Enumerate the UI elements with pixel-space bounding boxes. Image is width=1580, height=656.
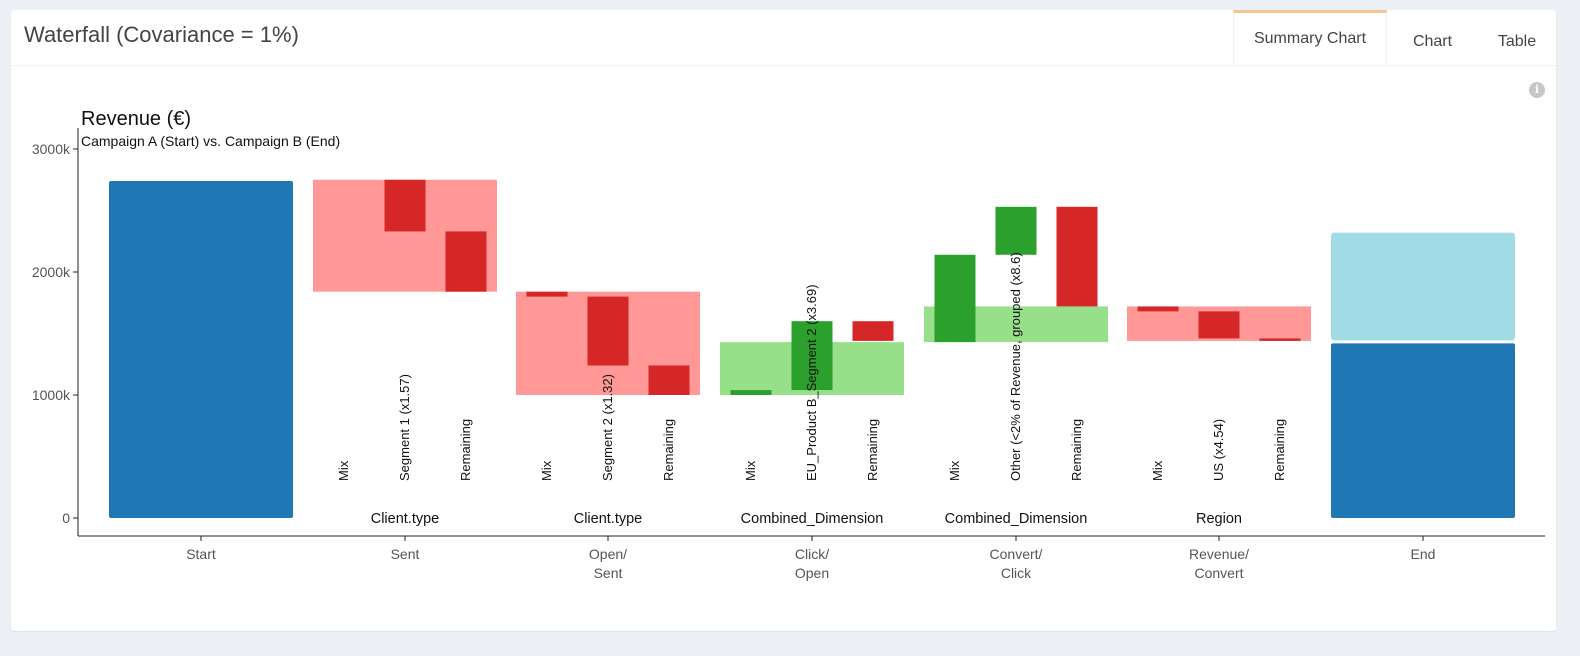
segment-label: EU_Product B_Segment 2 (x3.69) bbox=[804, 284, 819, 481]
y-tick-label: 1000k bbox=[32, 387, 71, 403]
x-tick-label-line: Open/ bbox=[589, 546, 627, 562]
chart-title: Revenue (€) bbox=[81, 108, 191, 130]
segment-label: Segment 2 (x1.32) bbox=[600, 374, 615, 481]
x-tick-label-line: Sent bbox=[594, 565, 623, 581]
x-tick-label: Open/Sent bbox=[589, 546, 627, 581]
panel-title: Waterfall (Covariance = 1%) bbox=[24, 22, 299, 47]
segment-bar bbox=[852, 321, 894, 341]
segment-bar bbox=[445, 231, 487, 292]
end-delta-bar bbox=[1331, 232, 1515, 341]
group-label: Client.type bbox=[574, 511, 643, 527]
segment-label: Remaining bbox=[1069, 419, 1084, 481]
segment-bar bbox=[1056, 206, 1098, 307]
x-tick-label-line: Click bbox=[1001, 565, 1032, 581]
x-tick-label: Convert/Click bbox=[990, 546, 1043, 581]
segment-bar bbox=[648, 365, 690, 395]
segment-label: Segment 1 (x1.57) bbox=[397, 374, 412, 481]
x-tick-label-line: Open bbox=[795, 565, 829, 581]
chart-subtitle: Campaign A (Start) vs. Campaign B (End) bbox=[81, 133, 340, 149]
x-tick-label: Start bbox=[186, 546, 216, 562]
y-tick-label: 2000k bbox=[32, 264, 71, 280]
segment-bar bbox=[1259, 338, 1301, 341]
segment-label: Mix bbox=[539, 460, 554, 481]
segment-bar bbox=[995, 206, 1037, 255]
segment-label: Mix bbox=[743, 460, 758, 481]
segment-bar bbox=[1198, 311, 1240, 339]
end-bar bbox=[1331, 343, 1515, 518]
group-label: Client.type bbox=[371, 511, 440, 527]
x-tick-label: Revenue/Convert bbox=[1189, 546, 1249, 581]
segment-bar bbox=[587, 296, 629, 366]
segment-label: Mix bbox=[336, 460, 351, 481]
segment-label: Remaining bbox=[1272, 419, 1287, 481]
segment-label: Remaining bbox=[458, 419, 473, 481]
segment-bar bbox=[791, 321, 833, 391]
group-label: Combined_Dimension bbox=[741, 511, 884, 527]
x-tick-label: Click/Open bbox=[795, 546, 829, 581]
segment-label: US (x4.54) bbox=[1211, 419, 1226, 481]
tab-table[interactable]: Table bbox=[1497, 33, 1537, 50]
x-tick-label-line: Convert bbox=[1194, 565, 1243, 581]
info-icon[interactable]: i bbox=[1529, 82, 1545, 98]
start-bar bbox=[109, 180, 293, 519]
tab-bar: Summary Chart Chart Table bbox=[1233, 10, 1556, 65]
segment-label: Remaining bbox=[865, 419, 880, 481]
segment-label: Mix bbox=[947, 460, 962, 481]
segment-label: Mix bbox=[1150, 460, 1165, 481]
segment-bar bbox=[730, 390, 772, 395]
segment-bar bbox=[384, 179, 426, 232]
x-tick-label-line: End bbox=[1411, 546, 1436, 562]
x-tick-label-line: Convert/ bbox=[990, 546, 1043, 562]
segment-bar bbox=[1137, 306, 1179, 312]
x-tick-label: Sent bbox=[391, 546, 420, 562]
segment-bar bbox=[934, 254, 976, 343]
segment-label: Remaining bbox=[661, 419, 676, 481]
tab-summary-chart[interactable]: Summary Chart bbox=[1233, 10, 1387, 65]
x-tick-label-line: Start bbox=[186, 546, 216, 562]
segment-bar bbox=[526, 291, 568, 297]
segment-label: Other (<2% of Revenue, grouped (x8.6) bbox=[1008, 252, 1023, 481]
x-tick-label: End bbox=[1411, 546, 1436, 562]
y-tick-label: 0 bbox=[62, 510, 70, 526]
x-tick-label-line: Sent bbox=[391, 546, 420, 562]
y-tick-label: 3000k bbox=[32, 141, 71, 157]
x-tick-label-line: Revenue/ bbox=[1189, 546, 1249, 562]
group-label: Combined_Dimension bbox=[945, 511, 1088, 527]
x-tick-label-line: Click/ bbox=[795, 546, 829, 562]
panel-header: Waterfall (Covariance = 1%) Summary Char… bbox=[11, 10, 1556, 66]
tab-chart[interactable]: Chart bbox=[1412, 33, 1453, 50]
group-label: Region bbox=[1196, 511, 1242, 527]
